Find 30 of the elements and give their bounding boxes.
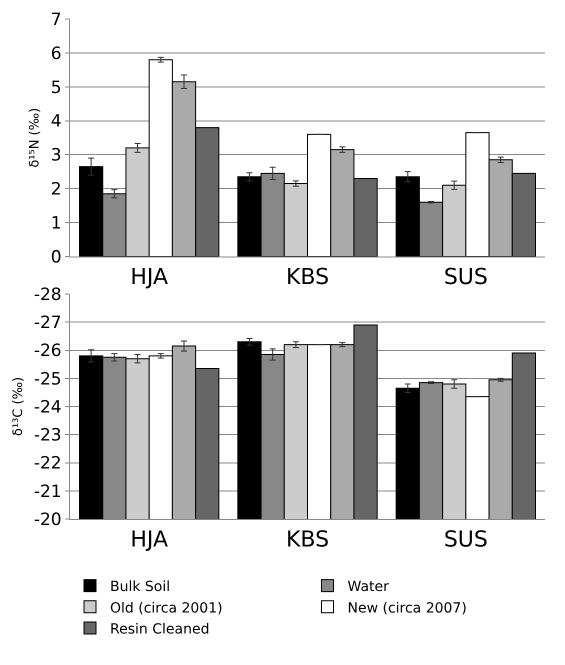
legend-label: Resin Cleaned (110, 621, 210, 638)
y-tick-label: -25 (34, 369, 62, 390)
y-axis-title: δ¹³C (‰) (10, 376, 26, 436)
y-tick-label: 4 (50, 112, 62, 132)
x-tick-label: SUS (444, 264, 488, 290)
y-tick-label: -28 (34, 284, 62, 305)
y-tick-label: -24 (34, 397, 62, 418)
y-tick-label: -20 (34, 510, 62, 530)
y-tick-label: 6 (50, 44, 62, 64)
y-tick-label: -26 (34, 341, 62, 362)
y-tick-label: 3 (50, 146, 62, 166)
x-tick-label: HJA (130, 527, 168, 552)
x-tick-label: KBS (286, 264, 330, 290)
x-tick-label: SUS (444, 527, 488, 552)
legend-label: Old (circa 2001) (110, 600, 223, 616)
legend-label: Water (348, 579, 390, 596)
y-tick-label: -27 (34, 313, 62, 334)
y-tick-label: 7 (50, 10, 62, 30)
y-tick-label: 1 (50, 214, 62, 234)
y-tick-label: 0 (50, 247, 62, 268)
x-tick-label: KBS (286, 527, 330, 552)
legend-label: Bulk Soil (110, 579, 170, 596)
y-tick-label: 2 (50, 180, 62, 200)
y-tick-label: -22 (34, 454, 62, 474)
x-tick-label: HJA (130, 264, 168, 290)
legend-label: New (circa 2007) (348, 600, 467, 616)
y-axis-title: δ¹⁵N (‰) (28, 108, 43, 168)
y-tick-label: -21 (34, 482, 62, 502)
y-tick-label: -23 (34, 426, 62, 446)
y-tick-label: 5 (50, 78, 62, 98)
